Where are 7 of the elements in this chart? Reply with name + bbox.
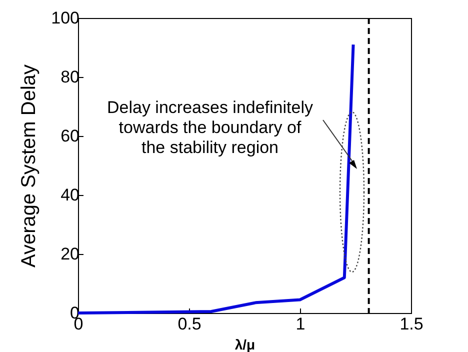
x-axis-title: λ/μ	[234, 336, 256, 352]
x-tick-label: 1	[296, 314, 306, 334]
y-axis-title: Average System Delay	[18, 64, 40, 268]
x-tick-label: 1.5	[400, 314, 424, 334]
x-tick-label: 0.5	[178, 314, 202, 334]
annotation: Delay increases indefinitely towards the boundary of the stability region	[107, 98, 314, 157]
y-tick-label: 100	[51, 8, 80, 28]
